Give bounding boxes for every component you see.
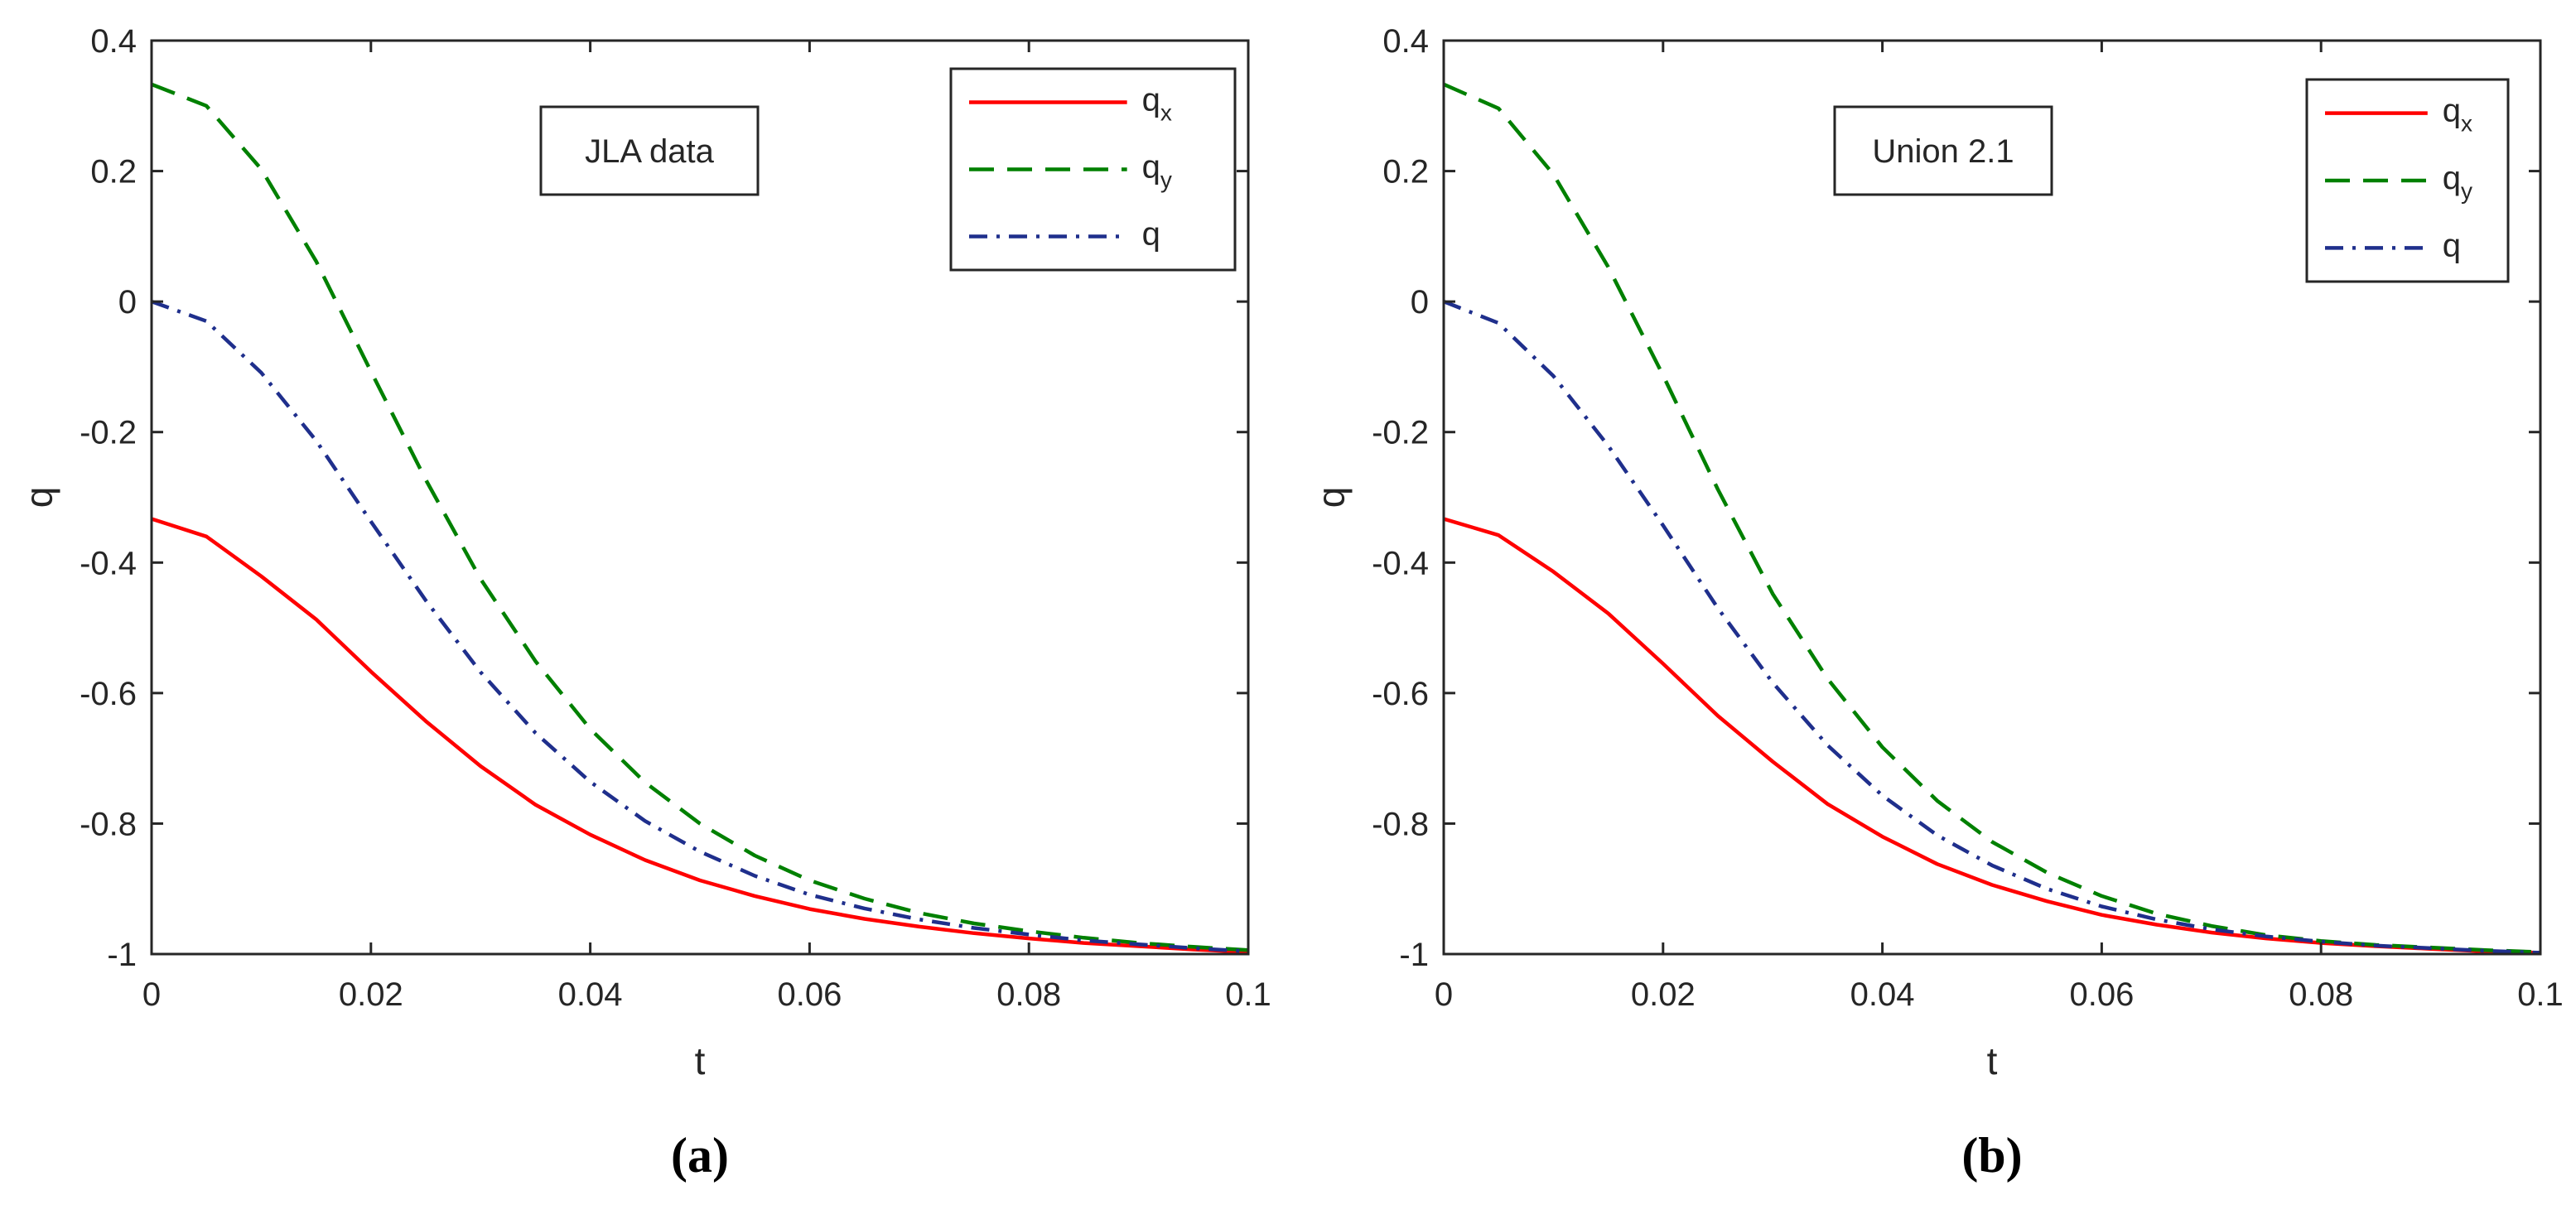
annotation-box	[1833, 105, 2053, 196]
x-tick-label: 0.02	[1631, 976, 1696, 1013]
legend-subscript: y	[2461, 178, 2472, 204]
series-line-q	[152, 299, 1248, 954]
series-line-x	[152, 517, 1248, 954]
x-tick-label: 0.08	[2289, 976, 2353, 1013]
series-line-y	[152, 82, 1248, 952]
y-tick-label: 0	[118, 284, 137, 321]
legend-label-q: q	[1142, 216, 1160, 253]
series-line-y	[1444, 82, 2540, 954]
series-line-q	[1444, 300, 2540, 954]
x-tick-label: 0.02	[339, 976, 403, 1013]
y-tick-label: -0.8	[80, 806, 137, 842]
annotation-box	[539, 105, 760, 196]
plot-frame	[150, 39, 1250, 956]
y-tick-label: 0.2	[90, 154, 137, 190]
y-tick-label: -0.6	[1372, 676, 1429, 712]
x-tick-label: 0.06	[777, 976, 842, 1013]
series-line-x	[1444, 517, 2540, 954]
series-group	[152, 82, 1248, 954]
panel-a: 0 0.02 0.04 0.06 0.08 0.1 -1 -0.8 -0.6 -0.4 -0.2 0 0…	[17, 23, 1271, 1183]
legend-subscript: x	[2461, 111, 2472, 137]
panel-caption: (b)	[1961, 1128, 2022, 1183]
x-tick-label: 0.04	[1850, 976, 1915, 1013]
series-group	[1444, 82, 2540, 954]
y-tick-label: -1	[107, 937, 137, 973]
y-tick-label: -0.8	[1372, 806, 1429, 842]
x-axis-label: t	[695, 1039, 706, 1082]
y-tick-label: -1	[1399, 937, 1429, 973]
y-tick-label: -0.4	[1372, 545, 1429, 581]
plot-frame	[1442, 39, 2542, 956]
y-tick-label: 0	[1411, 284, 1429, 321]
annotation-text: Union 2.1	[1872, 133, 2014, 170]
x-tick-label: 0.1	[2517, 976, 2564, 1013]
x-tick-label: 0.06	[2069, 976, 2134, 1013]
annotation-text: JLA data	[585, 133, 714, 170]
y-axis-label: q	[17, 487, 60, 509]
y-tick-label: -0.6	[80, 676, 137, 712]
x-axis-label: t	[1987, 1039, 1998, 1082]
panel-caption: (a)	[671, 1128, 729, 1183]
panel-b: 0 0.02 0.04 0.06 0.08 0.1 -1 -0.8 -0.6 -0.4 -0.2 0 0…	[1310, 23, 2564, 1183]
legend-label-q: q	[2443, 227, 2461, 263]
y-tick-label: -0.4	[80, 545, 137, 581]
x-tick-label: 0.08	[996, 976, 1061, 1013]
x-tick-label: 0	[142, 976, 161, 1013]
y-tick-label: -0.2	[1372, 415, 1429, 451]
y-tick-label: 0.2	[1382, 154, 1429, 190]
x-tick-label: 0.04	[558, 976, 623, 1013]
y-axis-label: q	[1310, 487, 1353, 509]
x-tick-label: 0.1	[1225, 976, 1271, 1013]
legend-subscript: x	[1160, 100, 1172, 126]
x-tick-label: 0	[1435, 976, 1453, 1013]
y-tick-label: 0.4	[1382, 23, 1429, 60]
legend-subscript: y	[1160, 167, 1172, 193]
y-tick-label: 0.4	[90, 23, 137, 60]
y-tick-label: -0.2	[80, 415, 137, 451]
